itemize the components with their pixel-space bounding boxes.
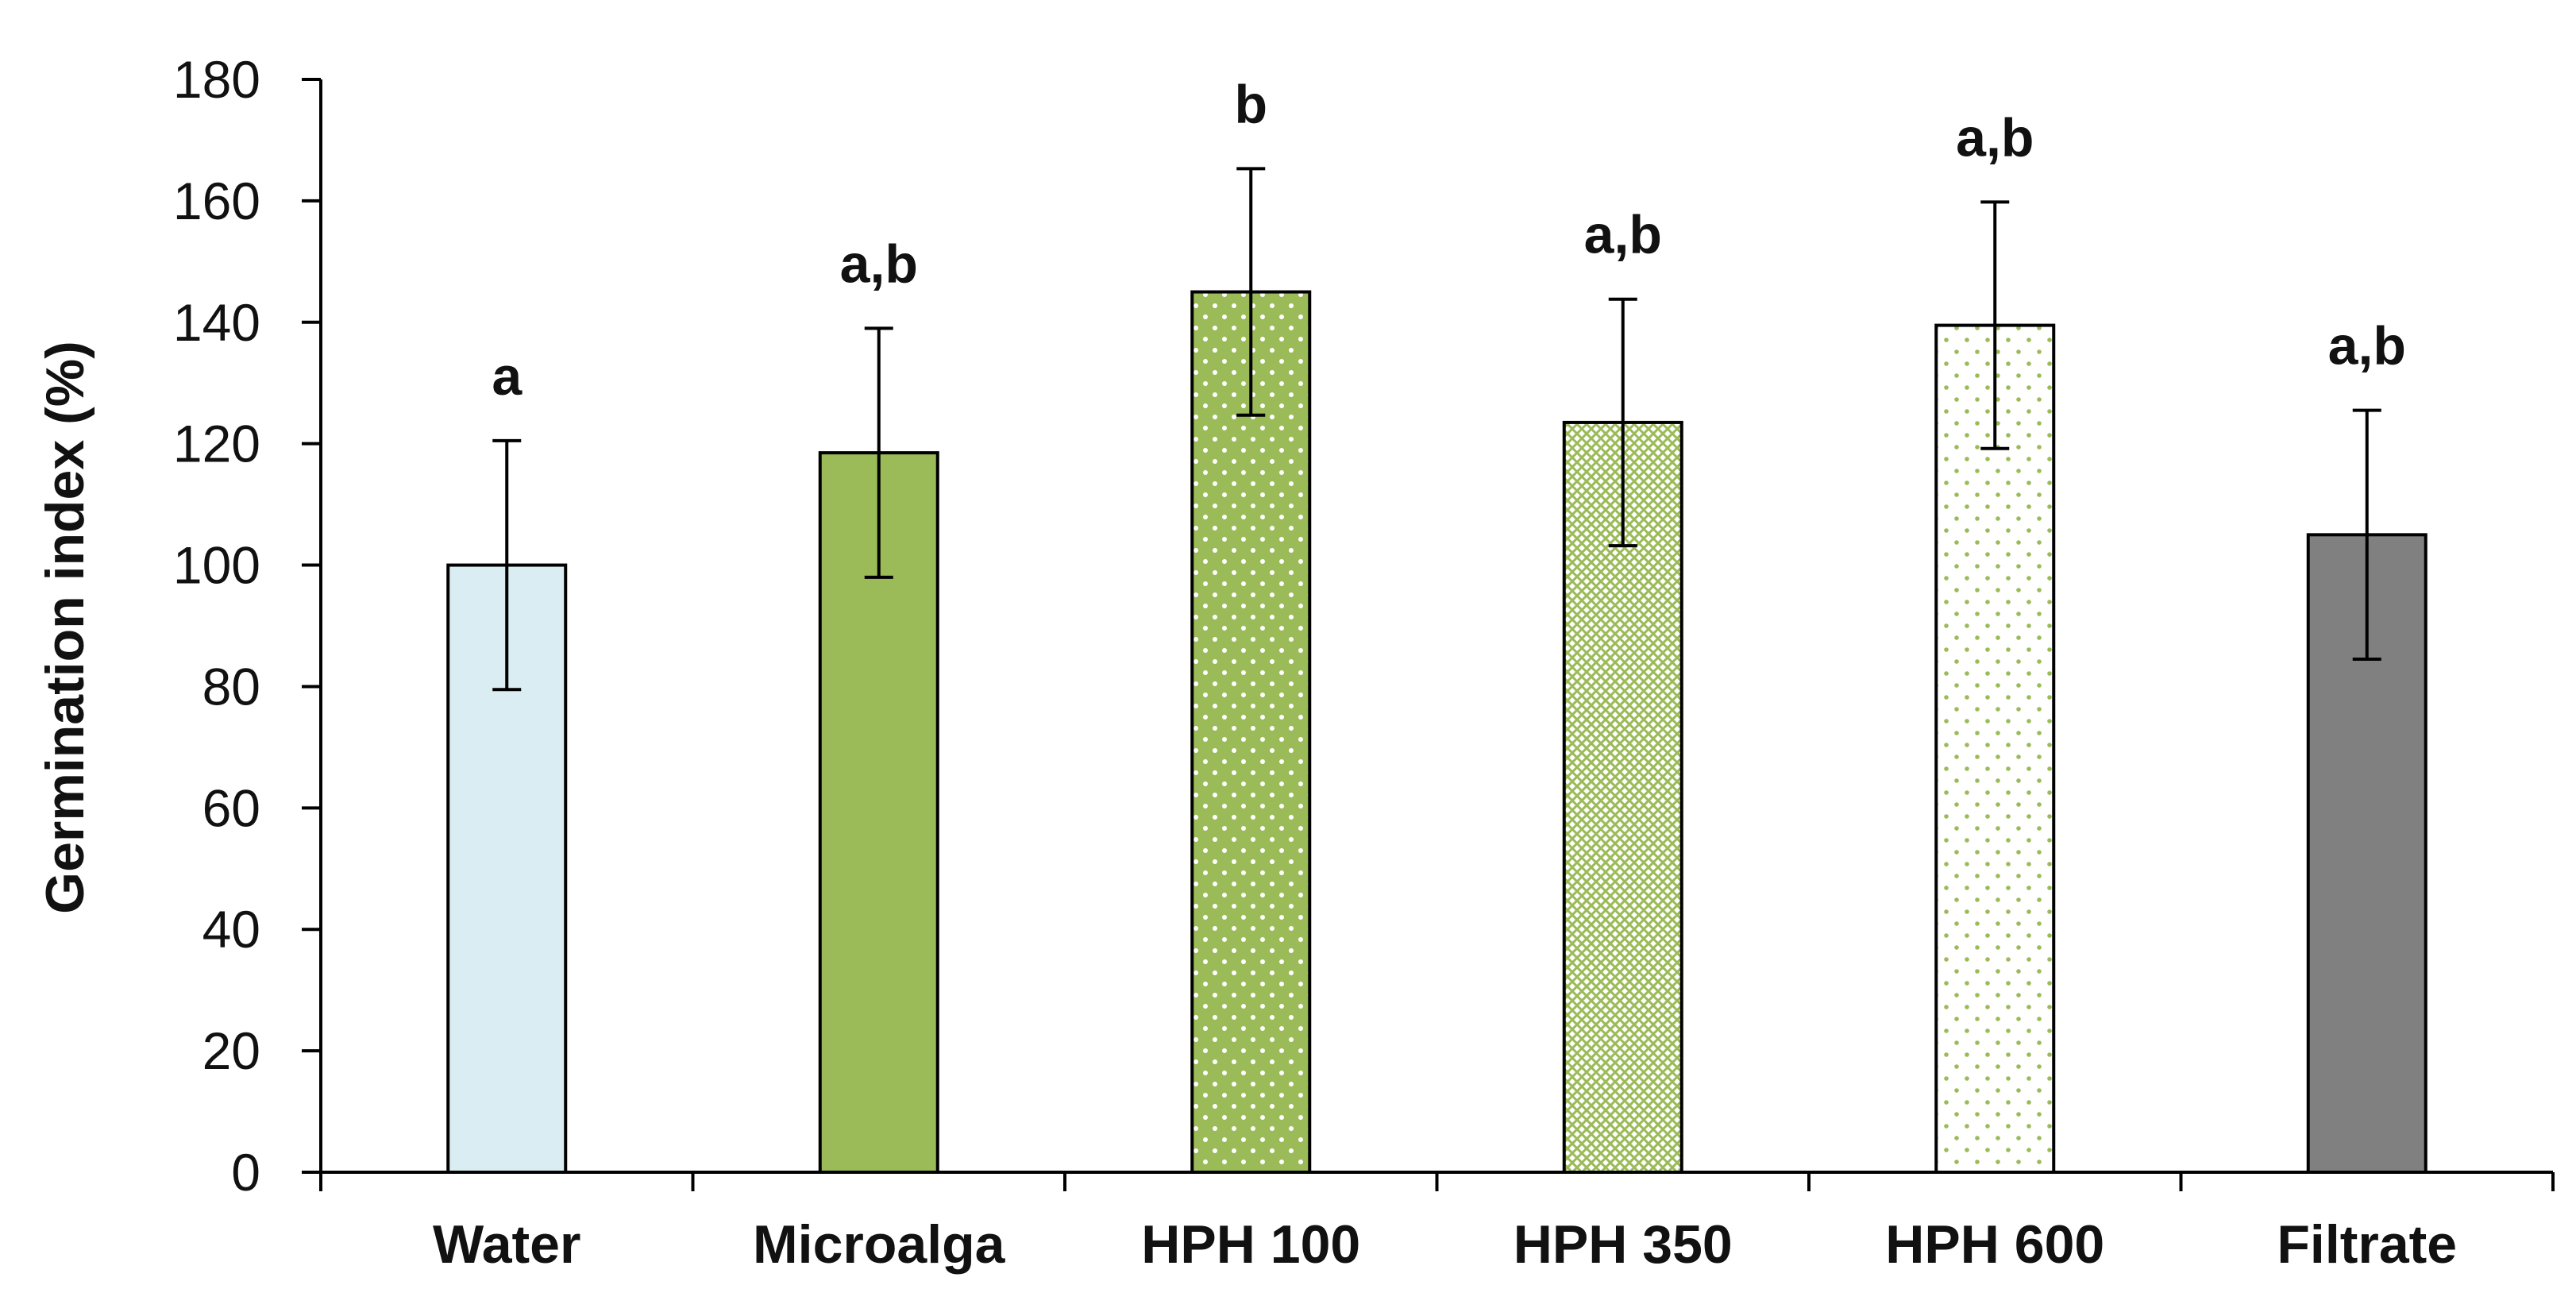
error-bar-hph-350 bbox=[1608, 297, 1637, 548]
y-tick-label-20: 20 bbox=[202, 1021, 260, 1080]
significance-label-hph-350: a,b bbox=[1584, 205, 1662, 265]
y-tick-label-180: 180 bbox=[173, 50, 260, 109]
y-tick-label-40: 40 bbox=[202, 900, 260, 959]
category-label-hph-350: HPH 350 bbox=[1514, 1214, 1733, 1275]
significance-label-filtrate: a,b bbox=[2328, 316, 2406, 376]
error-bar-water bbox=[492, 438, 522, 692]
y-tick-label-60: 60 bbox=[202, 778, 260, 837]
error-bar-microalga bbox=[864, 326, 893, 579]
y-tick-label-100: 100 bbox=[173, 536, 260, 595]
error-bar-hph-600 bbox=[1980, 200, 2010, 450]
y-axis-title: Germination index (%) bbox=[35, 341, 95, 914]
category-label-hph-100: HPH 100 bbox=[1141, 1214, 1360, 1275]
y-tick-label-140: 140 bbox=[173, 293, 260, 352]
category-label-hph-600: HPH 600 bbox=[1885, 1214, 2104, 1275]
y-tick-label-80: 80 bbox=[202, 657, 260, 716]
error-bar-hph-100 bbox=[1236, 167, 1266, 417]
category-label-microalga: Microalga bbox=[753, 1214, 1006, 1275]
category-label-water: Water bbox=[433, 1214, 580, 1275]
error-bar-filtrate bbox=[2352, 408, 2381, 662]
y-tick-label-160: 160 bbox=[173, 172, 260, 230]
significance-label-water: a bbox=[492, 346, 523, 407]
bar-hph-100 bbox=[1190, 290, 1312, 1174]
significance-label-microalga: a,b bbox=[840, 233, 918, 294]
significance-label-hph-100: b bbox=[1234, 74, 1267, 134]
y-tick-label-120: 120 bbox=[173, 415, 260, 473]
significance-label-hph-600: a,b bbox=[1956, 107, 2034, 168]
y-tick-label-0: 0 bbox=[231, 1143, 260, 1202]
bar-hph-600 bbox=[1934, 323, 2056, 1175]
category-label-filtrate: Filtrate bbox=[2277, 1214, 2457, 1275]
